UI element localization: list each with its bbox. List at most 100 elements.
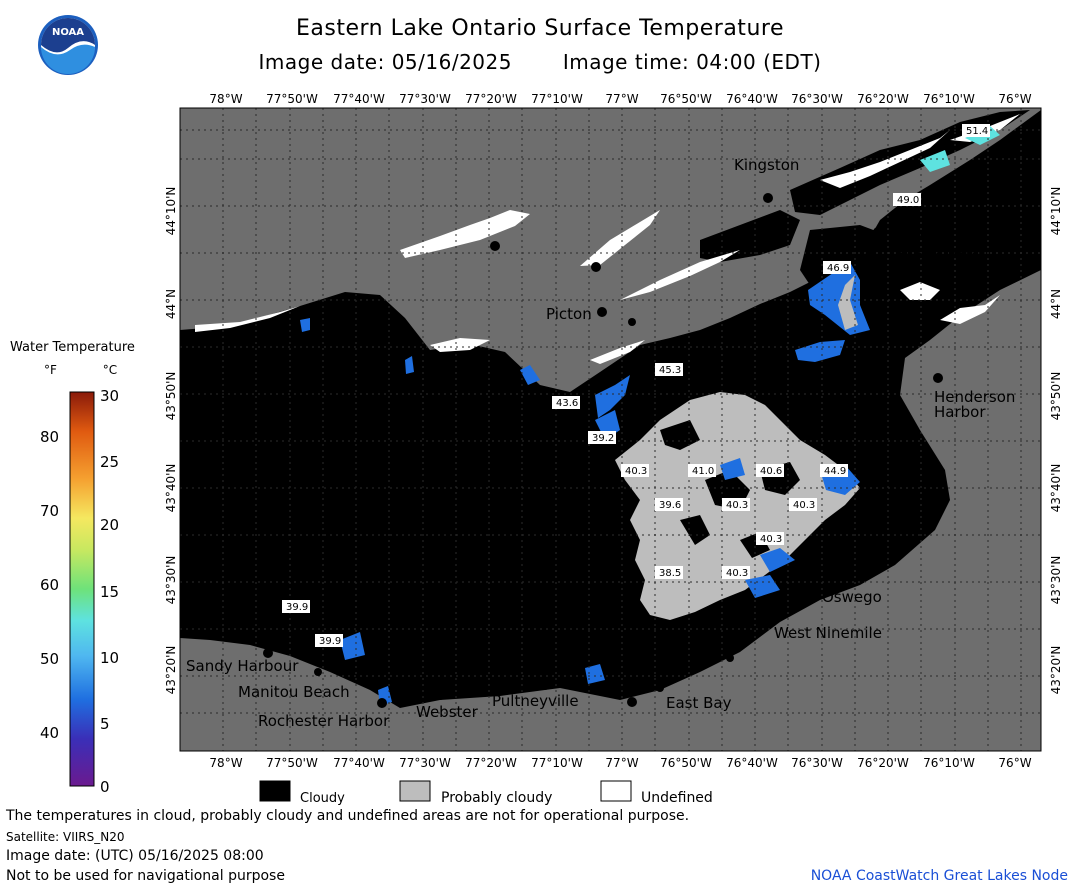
temp-label: 40.3 bbox=[726, 500, 748, 511]
lon-tick: 77°50'W bbox=[266, 756, 318, 770]
key-probably-cloudy-swatch bbox=[399, 780, 431, 802]
lat-tick: 43°50'N bbox=[164, 372, 178, 421]
lon-tick: 76°50'W bbox=[660, 92, 712, 106]
lon-tick: 77°20'W bbox=[465, 92, 517, 106]
undefined-strip bbox=[400, 210, 530, 258]
lon-ticks-top: 78°W 77°50'W 77°40'W 77°30'W 77°20'W 77°… bbox=[209, 92, 1031, 106]
northeast-basin bbox=[800, 225, 940, 355]
place-sandy-harbour: Sandy Harbour bbox=[186, 657, 299, 675]
lon-tick: 77°30'W bbox=[399, 92, 451, 106]
legend-title: Water Temperature bbox=[10, 340, 135, 355]
undefined-strip bbox=[820, 130, 950, 188]
legend-f-tick: 40 bbox=[40, 724, 59, 742]
noaa-logo-text: NOAA bbox=[52, 27, 84, 38]
undefined-strip bbox=[590, 340, 645, 364]
footer-credit[interactable]: NOAA CoastWatch Great Lakes Node bbox=[810, 868, 1068, 884]
footer-utc-date: Image date: (UTC) 05/16/2025 08:00 bbox=[6, 848, 264, 864]
lat-tick: 43°20'N bbox=[1049, 646, 1063, 695]
lon-tick: 77°40'W bbox=[333, 92, 385, 106]
noaa-logo: NOAA bbox=[38, 15, 98, 75]
temperature-labels: 51.4 49.0 46.9 45.3 43.6 39.2 40.3 41.0 … bbox=[282, 124, 990, 647]
undefined-strip bbox=[900, 282, 940, 300]
legend-ticks: 80 70 60 50 40 30 25 20 15 10 5 0 bbox=[40, 387, 119, 796]
temp-label: 51.4 bbox=[966, 126, 988, 137]
place-labels: Kingston Cape Vincent Tibbetts Point Pic… bbox=[186, 156, 1015, 730]
place-cape-vincent: Cape Vincent bbox=[894, 225, 994, 243]
lon-tick: 76°10'W bbox=[923, 92, 975, 106]
temp-label: 39.6 bbox=[659, 500, 681, 511]
legend-unit-c: °C bbox=[102, 363, 118, 377]
cloudy-patch bbox=[660, 420, 700, 450]
key-labels: Cloudy Probably cloudy Undefined bbox=[300, 790, 713, 806]
lat-tick: 43°30'N bbox=[164, 556, 178, 605]
kingston-basin bbox=[700, 210, 800, 262]
legend-c-tick: 15 bbox=[100, 583, 119, 601]
lat-ticks-right: 44°10'N 44°N 43°50'N 43°40'N 43°30'N 43°… bbox=[1049, 187, 1063, 695]
lon-tick: 77°50'W bbox=[266, 92, 318, 106]
graticule bbox=[180, 108, 1041, 751]
lat-tick: 44°10'N bbox=[164, 187, 178, 236]
undefined-strip bbox=[580, 210, 660, 266]
lat-tick: 43°50'N bbox=[1049, 372, 1063, 421]
lon-tick: 77°10'W bbox=[531, 756, 583, 770]
lon-tick: 77°W bbox=[605, 92, 638, 106]
place-picton: Picton bbox=[546, 305, 592, 323]
place-kingston: Kingston bbox=[734, 156, 799, 174]
lon-tick: 76°10'W bbox=[923, 756, 975, 770]
temp-label: 45.3 bbox=[659, 365, 681, 376]
lon-tick: 78°W bbox=[209, 756, 242, 770]
temp-label: 38.5 bbox=[659, 568, 681, 579]
map-subtitle: Image date: 05/16/2025 Image time: 04:00… bbox=[0, 50, 1080, 74]
lon-tick: 76°50'W bbox=[660, 756, 712, 770]
legend-c-tick: 10 bbox=[100, 649, 119, 667]
lon-tick: 76°30'W bbox=[791, 756, 843, 770]
temp-label: 40.6 bbox=[760, 466, 782, 477]
undefined-strip bbox=[940, 295, 1000, 324]
lon-tick: 77°W bbox=[605, 756, 638, 770]
place-webster: Webster bbox=[416, 703, 479, 721]
lat-tick: 44°10'N bbox=[1049, 187, 1063, 236]
temp-label: 49.0 bbox=[897, 195, 919, 206]
temp-label: 40.3 bbox=[625, 466, 647, 477]
map-title: Eastern Lake Ontario Surface Temperature bbox=[296, 16, 784, 41]
place-rochester-harbor: Rochester Harbor bbox=[258, 712, 390, 730]
lon-tick: 77°10'W bbox=[531, 92, 583, 106]
legend-f-tick: 60 bbox=[40, 576, 59, 594]
footer-navigation: Not to be used for navigational purpose bbox=[6, 868, 285, 884]
key-probably-cloudy-label: Probably cloudy bbox=[441, 790, 552, 806]
temp-label: 39.9 bbox=[286, 602, 308, 613]
lat-tick: 43°40'N bbox=[164, 464, 178, 513]
lon-tick: 77°20'W bbox=[465, 756, 517, 770]
temp-label: 40.3 bbox=[760, 534, 782, 545]
temp-label: 44.9 bbox=[824, 466, 846, 477]
lon-tick: 76°20'W bbox=[857, 756, 909, 770]
place-manitou-beach: Manitou Beach bbox=[238, 683, 350, 701]
probably-cloudy-patch bbox=[838, 275, 858, 330]
legend-c-tick: 5 bbox=[100, 715, 110, 733]
temp-label: 41.0 bbox=[692, 466, 714, 477]
key-cloudy-swatch bbox=[259, 780, 291, 802]
lon-tick: 76°20'W bbox=[857, 92, 909, 106]
key-cloudy-label: Cloudy bbox=[300, 791, 345, 806]
temp-label: 39.9 bbox=[319, 636, 341, 647]
place-henderson: Henderson bbox=[934, 388, 1015, 406]
key-undefined-swatch bbox=[600, 780, 632, 802]
place-west-ninemile: West Ninemile bbox=[774, 624, 882, 642]
legend-f-tick: 50 bbox=[40, 650, 59, 668]
footer-satellite: Satellite: VIIRS_N20 bbox=[6, 830, 125, 844]
legend-f-tick: 80 bbox=[40, 428, 59, 446]
cloudy-patch bbox=[680, 515, 710, 545]
lat-tick: 43°20'N bbox=[164, 646, 178, 695]
temp-label: 40.3 bbox=[726, 568, 748, 579]
place-markers bbox=[263, 193, 943, 708]
lon-tick: 76°30'W bbox=[791, 92, 843, 106]
temp-label: 46.9 bbox=[827, 263, 849, 274]
legend-c-tick: 20 bbox=[100, 516, 119, 534]
place-oswego: Oswego bbox=[822, 588, 882, 606]
footer-disclaimer: The temperatures in cloud, probably clou… bbox=[6, 808, 690, 824]
lat-tick: 44°N bbox=[164, 289, 178, 319]
lon-tick: 77°40'W bbox=[333, 756, 385, 770]
legend-c-tick: 25 bbox=[100, 453, 119, 471]
image-date: Image date: 05/16/2025 bbox=[258, 50, 512, 74]
